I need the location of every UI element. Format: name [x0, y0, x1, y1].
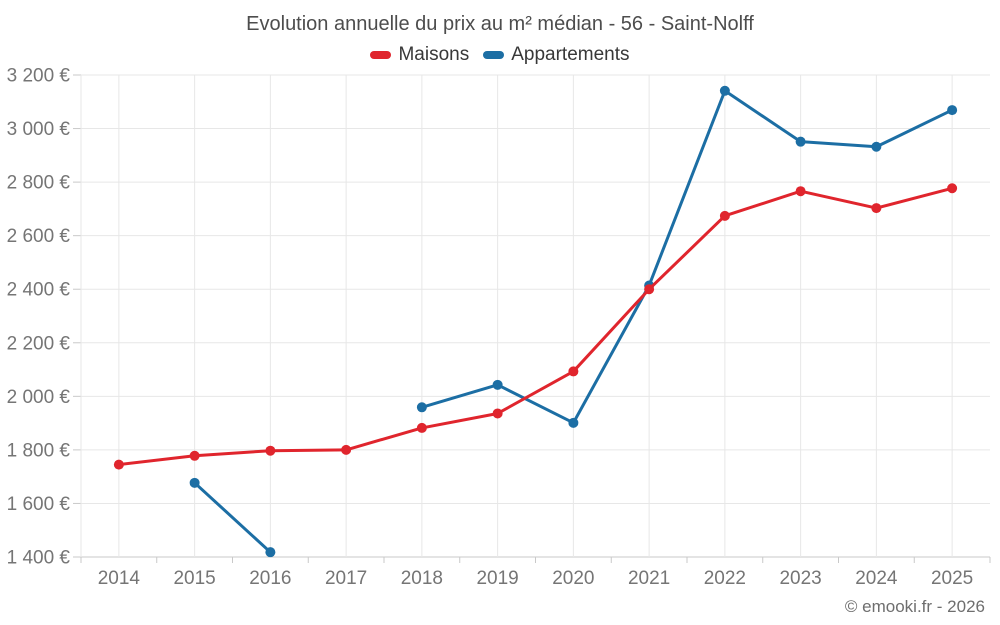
data-point-appartements-2016[interactable]: [265, 547, 276, 558]
x-axis-label: 2017: [325, 568, 367, 589]
legend-label: Appartements: [511, 44, 630, 65]
x-axis-label: 2014: [98, 568, 141, 589]
data-point-maisons-2022[interactable]: [719, 210, 730, 221]
x-axis-label: 2021: [628, 568, 670, 589]
x-axis-label: 2016: [249, 568, 291, 589]
series-line-appartements: [420, 89, 954, 425]
x-axis-label: 2022: [704, 568, 746, 589]
chart-title: Evolution annuelle du prix au m² médian …: [246, 13, 754, 35]
y-axis-label: 2 000 €: [7, 387, 71, 408]
x-axis-label: 2023: [779, 568, 821, 589]
data-point-maisons-2024[interactable]: [871, 203, 882, 214]
data-point-maisons-2019[interactable]: [492, 408, 503, 419]
legend-item-appartements[interactable]: Appartements: [483, 44, 630, 66]
y-axis-label: 2 200 €: [7, 333, 71, 354]
x-axis-label: 2025: [931, 568, 973, 589]
data-point-appartements-2025[interactable]: [947, 105, 958, 116]
data-point-maisons-2015[interactable]: [189, 450, 200, 461]
data-point-maisons-2016[interactable]: [265, 445, 276, 456]
data-point-maisons-2021[interactable]: [644, 284, 655, 295]
y-axis-label: 3 200 €: [7, 66, 71, 87]
x-axis-label: 2020: [552, 568, 594, 589]
data-point-appartements-2020[interactable]: [568, 417, 579, 428]
legend-item-maisons[interactable]: Maisons: [370, 44, 469, 66]
y-axis-label: 2 800 €: [7, 173, 71, 194]
data-point-appartements-2023[interactable]: [795, 136, 806, 147]
legend-label: Maisons: [398, 44, 470, 65]
data-point-maisons-2020[interactable]: [568, 366, 579, 377]
data-point-appartements-2018[interactable]: [416, 402, 427, 413]
y-axis-label: 2 400 €: [7, 280, 71, 301]
legend-swatch-appartements: [483, 51, 505, 59]
data-point-maisons-2025[interactable]: [947, 183, 958, 194]
y-axis-label: 1 600 €: [7, 494, 71, 515]
data-point-appartements-2024[interactable]: [871, 141, 882, 152]
y-axis-label: 1 400 €: [7, 548, 71, 569]
data-point-maisons-2017[interactable]: [341, 444, 352, 455]
data-point-maisons-2023[interactable]: [795, 186, 806, 197]
data-point-appartements-2019[interactable]: [492, 379, 503, 390]
x-axis-label: 2015: [173, 568, 215, 589]
series-line-maisons: [117, 186, 954, 467]
data-point-maisons-2014[interactable]: [113, 459, 124, 470]
y-axis-label: 3 000 €: [7, 119, 71, 140]
y-axis-label: 2 600 €: [7, 226, 71, 247]
data-point-maisons-2018[interactable]: [416, 422, 427, 433]
data-point-appartements-2015[interactable]: [189, 477, 200, 488]
x-axis-label: 2018: [401, 568, 443, 589]
y-axis-label: 1 800 €: [7, 440, 71, 461]
chart-legend: Maisons Appartements: [0, 44, 1000, 66]
copyright-footer: © emooki.fr - 2026: [844, 597, 985, 616]
data-point-appartements-2022[interactable]: [719, 85, 730, 96]
legend-swatch-maisons: [370, 51, 392, 59]
x-axis-label: 2019: [476, 568, 518, 589]
x-axis-label: 2024: [855, 568, 898, 589]
series-line-appartements: [193, 481, 272, 554]
